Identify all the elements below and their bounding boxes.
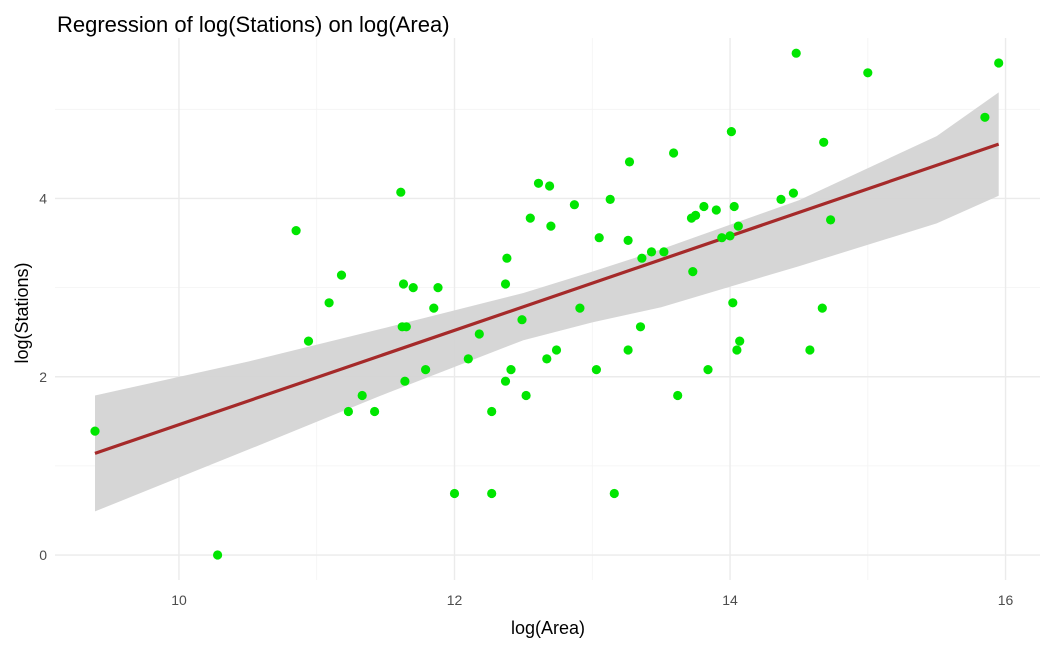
data-point <box>474 329 484 339</box>
y-tick-label: 4 <box>39 190 47 206</box>
data-point <box>398 279 409 289</box>
data-point <box>463 354 473 364</box>
data-point <box>594 233 604 243</box>
data-point <box>401 322 411 332</box>
data-point <box>826 215 836 225</box>
data-point <box>688 267 698 277</box>
y-tick-label: 2 <box>39 369 47 385</box>
data-point <box>646 247 657 257</box>
data-point <box>624 157 635 167</box>
data-point <box>421 365 431 375</box>
data-point <box>400 376 410 386</box>
data-point <box>776 194 786 204</box>
data-point <box>699 201 709 212</box>
confidence-band-layer <box>95 92 999 512</box>
data-point <box>370 406 380 417</box>
data-point <box>357 390 367 401</box>
x-tick-label: 14 <box>722 592 738 608</box>
data-point <box>717 233 727 243</box>
data-point <box>732 345 742 355</box>
data-point <box>551 345 562 355</box>
data-point <box>623 235 633 245</box>
data-point <box>324 298 334 308</box>
chart-title: Regression of log(Stations) on log(Area) <box>57 12 450 37</box>
data-point <box>533 178 544 188</box>
data-point <box>502 253 512 263</box>
data-point <box>487 488 497 499</box>
data-point <box>449 488 460 499</box>
data-point <box>659 247 669 257</box>
data-point <box>994 58 1004 68</box>
data-point <box>433 283 443 293</box>
data-point <box>90 426 100 436</box>
data-point <box>609 488 619 499</box>
data-point <box>726 127 737 137</box>
data-point <box>623 345 633 355</box>
data-point <box>506 365 516 375</box>
data-point <box>336 270 347 280</box>
data-point <box>791 48 801 58</box>
data-point <box>517 315 527 325</box>
y-tick-label: 0 <box>39 547 47 563</box>
data-point <box>545 181 555 191</box>
data-point <box>525 213 535 223</box>
data-point <box>521 390 531 401</box>
data-point <box>729 201 739 212</box>
data-point <box>728 298 738 308</box>
data-point <box>500 376 511 386</box>
data-point <box>396 187 406 197</box>
data-point <box>542 354 552 364</box>
y-axis-title: log(Stations) <box>12 262 32 363</box>
data-point <box>303 336 314 346</box>
data-point <box>703 365 713 375</box>
data-point <box>788 188 799 198</box>
data-point <box>711 205 721 215</box>
data-point <box>637 253 647 263</box>
fit-line-layer <box>94 142 1000 455</box>
confidence-band <box>95 92 999 512</box>
data-point <box>569 200 580 210</box>
data-point <box>487 406 497 417</box>
data-point <box>691 210 701 220</box>
data-point <box>817 303 827 313</box>
x-tick-label: 10 <box>171 592 187 608</box>
data-point <box>213 550 223 560</box>
data-point <box>291 226 301 236</box>
data-point <box>343 406 353 417</box>
regression-line <box>94 142 1000 455</box>
x-axis-title: log(Area) <box>511 618 585 638</box>
data-point <box>546 221 556 231</box>
data-point <box>605 194 615 204</box>
data-point <box>673 390 683 401</box>
data-point <box>980 112 990 122</box>
points-layer <box>90 48 1004 560</box>
data-point <box>669 148 679 158</box>
data-point <box>733 221 743 231</box>
data-point <box>863 68 873 78</box>
data-point <box>635 322 646 332</box>
data-point <box>735 336 745 346</box>
data-point <box>575 303 585 313</box>
x-tick-label: 12 <box>447 592 463 608</box>
data-point <box>429 303 439 313</box>
data-point <box>805 345 815 355</box>
data-point <box>591 365 602 375</box>
data-point <box>819 137 829 147</box>
data-point <box>725 231 735 241</box>
data-point <box>408 283 418 293</box>
data-point <box>500 279 511 289</box>
x-tick-label: 16 <box>998 592 1014 608</box>
tick-labels-layer: 10 12 14 16 0 2 4 <box>39 190 1013 608</box>
